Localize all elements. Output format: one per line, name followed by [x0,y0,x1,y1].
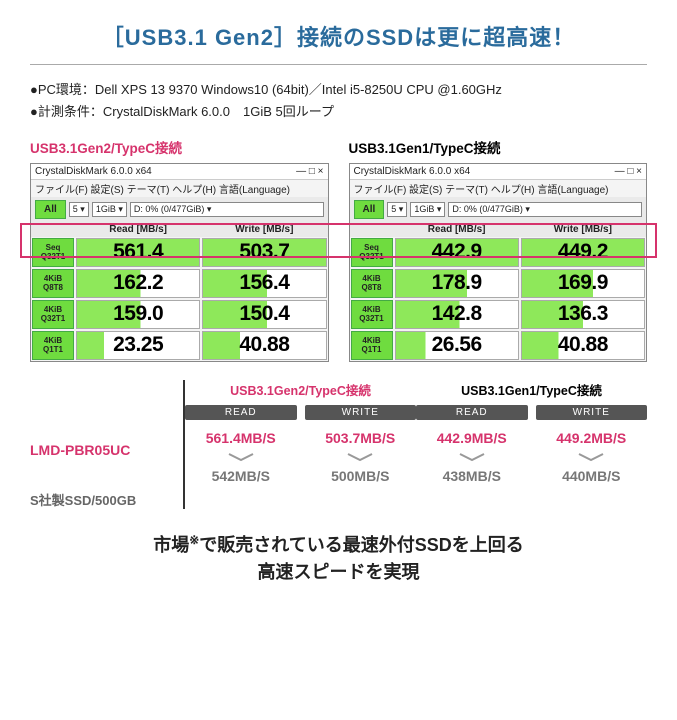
read-value: 442.9 [395,238,519,267]
comp-gen1-write: WRITE 449.2MB/S 440MB/S [536,405,648,484]
test-button[interactable]: 4KiBQ32T1 [32,300,74,329]
val-gen2-read-lmd: 561.4MB/S [185,430,297,446]
cdm-title: CrystalDiskMark 6.0.0 x64 [354,166,471,177]
cdm-col-head: Read [MB/s] Write [MB/s] [350,222,647,237]
drive-select[interactable]: D: 0% (0/477GiB) ▾ [130,202,324,217]
bottom-text-2: で販売されている最速外付SSDを上回る [199,535,523,555]
chevron-down-icon [416,452,528,462]
test-button[interactable]: 4KiBQ1T1 [351,331,393,360]
cdm-col-head: Read [MB/s] Write [MB/s] [31,222,328,237]
bench-col-gen1: USB3.1Gen1/TypeC接続 CrystalDiskMark 6.0.0… [349,137,648,362]
write-value: 40.88 [521,331,645,360]
comp-col-gen2: USB3.1Gen2/TypeC接続 READ 561.4MB/S 542MB/… [185,380,416,509]
cdm-grid-gen1: SeqQ32T1442.9449.2 4KiBQ8T8178.9169.9 4KiB… [350,237,647,361]
val-gen2-write-s: 500MB/S [305,468,417,484]
product-label-lmd: LMD-PBR05UC [30,442,183,458]
read-value: 178.9 [395,269,519,298]
read-pill: READ [416,405,528,420]
comp-gen1-read: READ 442.9MB/S 438MB/S [416,405,528,484]
cdm-window-gen1: CrystalDiskMark 6.0.0 x64 — □ × ファイル(F) … [349,163,648,362]
comp-row-labels: LMD-PBR05UC S社製SSD/500GB [30,380,185,509]
comp-gen2-write: WRITE 503.7MB/S 500MB/S [305,405,417,484]
read-value: 159.0 [76,300,200,329]
comp-head-gen1: USB3.1Gen1/TypeC接続 [416,380,647,399]
product-label-s: S社製SSD/500GB [30,490,183,509]
chevron-down-icon [536,452,648,462]
page-title: ［USB3.1 Gen2］接続のSSDは更に超高速！ [30,20,647,65]
test-button[interactable]: 4KiBQ1T1 [32,331,74,360]
val-gen1-read-lmd: 442.9MB/S [416,430,528,446]
read-pill: READ [185,405,297,420]
all-button[interactable]: All [354,200,385,219]
cdm-grid-gen2: SeqQ32T1561.4503.7 4KiBQ8T8162.2156.4 4KiB… [31,237,328,361]
read-value: 162.2 [76,269,200,298]
test-button[interactable]: SeqQ32T1 [32,238,74,267]
val-gen2-read-s: 542MB/S [185,468,297,484]
cdm-titlebar: CrystalDiskMark 6.0.0 x64 — □ × [350,164,647,180]
env-line-pc: ●PC環境：Dell XPS 13 9370 Windows10 (64bit)… [30,79,647,101]
read-value: 23.25 [76,331,200,360]
comp-cols: USB3.1Gen2/TypeC接続 READ 561.4MB/S 542MB/… [185,380,647,509]
write-value: 169.9 [521,269,645,298]
test-button[interactable]: 4KiBQ8T8 [32,269,74,298]
window-controls: — □ × [296,166,323,177]
cdm-controls: All 5 ▾ 1GiB ▾ D: 0% (0/477GiB) ▾ [350,197,647,222]
bench-col-gen2: USB3.1Gen2/TypeC接続 CrystalDiskMark 6.0.0… [30,137,329,362]
comp-col-gen1: USB3.1Gen1/TypeC接続 READ 442.9MB/S 438MB/… [416,380,647,509]
write-pill: WRITE [536,405,648,420]
read-head: Read [MB/s] [394,224,520,235]
read-head: Read [MB/s] [75,224,201,235]
loops-select[interactable]: 5 ▾ [69,202,89,217]
write-value: 136.3 [521,300,645,329]
cdm-window-gen2: CrystalDiskMark 6.0.0 x64 — □ × ファイル(F) … [30,163,329,362]
bench-head-gen1: USB3.1Gen1/TypeC接続 [349,137,648,157]
test-button[interactable]: 4KiBQ32T1 [351,300,393,329]
env-line-cond: ●計測条件：CrystalDiskMark 6.0.0 1GiB 5回ループ [30,101,647,123]
comp-head-gen2: USB3.1Gen2/TypeC接続 [185,380,416,399]
val-gen1-read-s: 438MB/S [416,468,528,484]
read-value: 561.4 [76,238,200,267]
bottom-text-3: 高速スピードを実現 [258,562,420,582]
bottom-note: ※ [189,533,199,547]
cdm-titlebar: CrystalDiskMark 6.0.0 x64 — □ × [31,164,328,180]
drive-select[interactable]: D: 0% (0/477GiB) ▾ [448,202,642,217]
write-value: 40.88 [202,331,326,360]
read-value: 142.8 [395,300,519,329]
write-head: Write [MB/s] [201,224,327,235]
write-value: 150.4 [202,300,326,329]
val-gen1-write-s: 440MB/S [536,468,648,484]
write-pill: WRITE [305,405,417,420]
bottom-text-1: 市場 [153,535,189,555]
comparison-table: LMD-PBR05UC S社製SSD/500GB USB3.1Gen2/Type… [30,380,647,509]
val-gen2-write-lmd: 503.7MB/S [305,430,417,446]
write-value: 503.7 [202,238,326,267]
bottom-copy: 市場※で販売されている最速外付SSDを上回る 高速スピードを実現 [30,531,647,586]
write-value: 449.2 [521,238,645,267]
benchmark-row: USB3.1Gen2/TypeC接続 CrystalDiskMark 6.0.0… [30,137,647,362]
size-select[interactable]: 1GiB ▾ [410,202,445,217]
cdm-title: CrystalDiskMark 6.0.0 x64 [35,166,152,177]
chevron-down-icon [185,452,297,462]
cdm-menu: ファイル(F) 設定(S) テーマ(T) ヘルプ(H) 言語(Language) [31,180,328,197]
bench-head-gen2: USB3.1Gen2/TypeC接続 [30,137,329,157]
val-gen1-write-lmd: 449.2MB/S [536,430,648,446]
cdm-menu: ファイル(F) 設定(S) テーマ(T) ヘルプ(H) 言語(Language) [350,180,647,197]
cdm-controls: All 5 ▾ 1GiB ▾ D: 0% (0/477GiB) ▾ [31,197,328,222]
test-button[interactable]: 4KiBQ8T8 [351,269,393,298]
window-controls: — □ × [615,166,642,177]
write-head: Write [MB/s] [520,224,646,235]
chevron-down-icon [305,452,417,462]
read-value: 26.56 [395,331,519,360]
loops-select[interactable]: 5 ▾ [387,202,407,217]
size-select[interactable]: 1GiB ▾ [92,202,127,217]
write-value: 156.4 [202,269,326,298]
comp-gen2-read: READ 561.4MB/S 542MB/S [185,405,297,484]
all-button[interactable]: All [35,200,66,219]
test-button[interactable]: SeqQ32T1 [351,238,393,267]
